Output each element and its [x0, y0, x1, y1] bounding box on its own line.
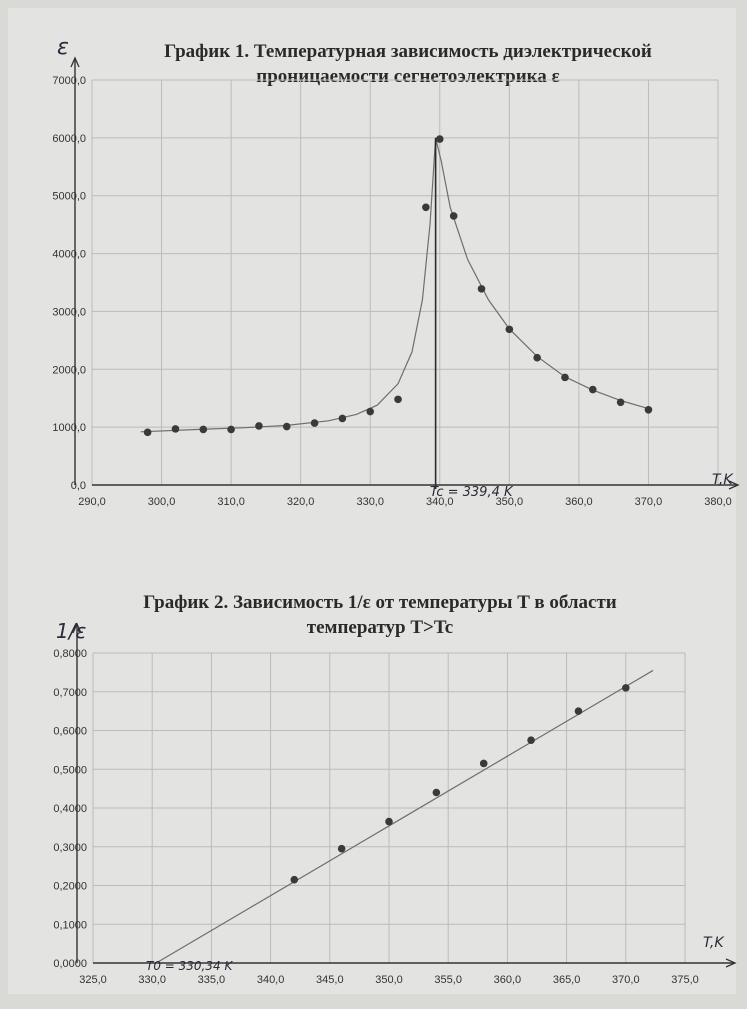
chart-1-y-tick-labels: 0,0 1000,0 2000,0 3000,0 4000,0 5000,0 6000,0 7…: [52, 75, 86, 492]
y-tick-label: 6000,0: [52, 133, 86, 145]
data-point: [616, 398, 625, 407]
x-tick-label: 310,0: [217, 496, 245, 508]
y-tick-label: 0,6000: [53, 726, 87, 738]
chart-2-axes: [72, 622, 737, 968]
chart-2-fit-line: [155, 669, 654, 964]
x-tick-label: 340,0: [426, 496, 454, 508]
chart-2: График 2. Зависимость 1/ε от температуры…: [53, 592, 737, 986]
chart-1-title-line-2: проницаемости сегнетоэлектрика ε: [256, 66, 559, 87]
data-point: [199, 425, 208, 434]
x-tick-label: 360,0: [565, 496, 593, 508]
y-axis-arrow: [70, 56, 80, 68]
chart-2-gridlines: [92, 652, 686, 964]
y-tick-label: 0,5000: [53, 764, 87, 776]
data-point: [561, 373, 569, 382]
chart-2-title-line-1: График 2. Зависимость 1/ε от температуры…: [143, 592, 617, 613]
x-axis-arrow: [728, 480, 740, 490]
y-tick-label: 1000,0: [52, 422, 86, 434]
data-point: [290, 875, 299, 884]
x-tick-label: 335,0: [198, 974, 226, 986]
y-tick-label: 2000,0: [52, 364, 86, 376]
x-tick-label: 370,0: [635, 496, 663, 508]
chart-2-points: [290, 684, 630, 884]
chart-1-title-line-1: График 1. Температурная зависимость диэл…: [164, 41, 652, 62]
data-point: [574, 707, 583, 715]
data-point: [171, 425, 180, 433]
x-tick-label: 325,0: [79, 974, 107, 986]
y-tick-label: 0,8000: [53, 648, 87, 660]
chart-1-x-axis-label: T,K: [712, 472, 734, 488]
chart-2-t0-annotation: T0 = 330,34 K: [146, 959, 233, 973]
y-tick-label: 5000,0: [52, 191, 86, 203]
y-tick-label: 0,0: [71, 480, 86, 492]
x-tick-label: 350,0: [375, 974, 403, 986]
x-tick-label: 370,0: [612, 974, 640, 986]
x-axis-arrow: [725, 958, 737, 968]
chart-1-axes: [70, 56, 740, 490]
chart-1-points: [143, 135, 653, 437]
chart-2-y-tick-labels: 0,0000 0,1000 0,2000 0,3000 0,4000 0,5000 0,60…: [53, 648, 87, 970]
data-point: [432, 788, 441, 797]
data-point: [282, 422, 291, 431]
x-tick-label: 375,0: [671, 974, 699, 986]
chart-1-y-axis-label: ε: [57, 35, 69, 60]
data-point: [479, 759, 488, 768]
data-point: [337, 844, 346, 853]
data-point: [533, 353, 541, 362]
data-point: [644, 405, 653, 414]
data-point: [338, 414, 347, 423]
y-tick-label: 3000,0: [52, 306, 86, 318]
data-point: [143, 428, 152, 437]
x-tick-label: 320,0: [287, 496, 315, 508]
y-tick-label: 0,0000: [53, 958, 87, 970]
y-tick-label: 4000,0: [52, 249, 86, 261]
data-point: [527, 736, 535, 744]
x-tick-label: 290,0: [78, 496, 106, 508]
x-tick-label: 355,0: [434, 974, 462, 986]
y-axis-arrow: [72, 622, 82, 634]
y-tick-label: 0,4000: [53, 803, 87, 815]
y-tick-label: 0,7000: [53, 687, 87, 699]
data-point: [435, 135, 444, 143]
x-tick-label: 350,0: [496, 496, 524, 508]
x-tick-label: 380,0: [704, 496, 732, 508]
x-tick-label: 365,0: [553, 974, 581, 986]
data-point: [255, 422, 263, 430]
chart-1-tc-annotation: Tc = 339,4 K: [430, 485, 514, 500]
chart-2-x-axis-label: T,K: [703, 935, 725, 951]
x-tick-label: 360,0: [494, 974, 522, 986]
data-point: [227, 425, 235, 434]
data-point: [505, 325, 514, 334]
y-tick-label: 0,2000: [53, 881, 87, 893]
y-tick-label: 0,3000: [53, 842, 87, 854]
data-point: [449, 212, 458, 220]
chart-2-y-axis-label: 1/ε: [56, 619, 86, 643]
data-point: [394, 395, 402, 404]
x-tick-label: 340,0: [257, 974, 285, 986]
x-tick-label: 345,0: [316, 974, 344, 986]
data-point: [385, 817, 393, 826]
data-point: [422, 203, 430, 212]
chart-2-x-tick-labels: 325,0 330,0 335,0 340,0 345,0 350,0 355,0 360,0…: [79, 974, 699, 986]
data-point: [366, 407, 375, 416]
x-tick-label: 300,0: [148, 496, 176, 508]
data-point: [622, 684, 630, 692]
chart-1: График 1. Температурная зависимость диэл…: [52, 35, 740, 508]
data-point: [589, 385, 597, 394]
chart-1-fit-curve: [140, 137, 649, 433]
y-tick-label: 0,1000: [53, 919, 87, 931]
y-tick-label: 7000,0: [52, 75, 86, 87]
data-point: [477, 285, 486, 293]
x-tick-label: 330,0: [356, 496, 384, 508]
chart-1-x-tick-labels: 290,0 300,0 310,0 320,0 330,0 340,0 350,0 360,0…: [78, 496, 732, 508]
data-point: [310, 419, 319, 427]
x-tick-label: 330,0: [138, 974, 166, 986]
chart-2-title-line-2: температур T>Tc: [307, 617, 453, 638]
